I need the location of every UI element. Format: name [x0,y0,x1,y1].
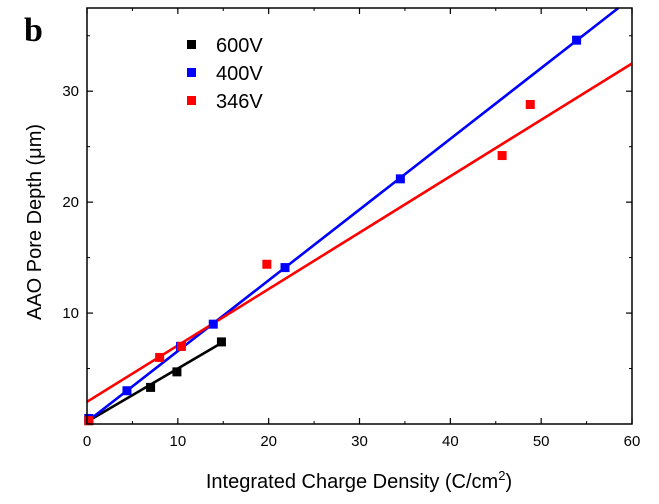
legend-label-346V: 346V [216,91,263,113]
data-point-346V-5 [525,100,535,110]
data-point-400V-4 [280,263,290,273]
x-axis-title-superscript: 2 [498,468,505,483]
data-point-346V-2 [176,341,186,351]
x-axis-title: Integrated Charge Density (C/cm2) [206,468,512,493]
y-axis-title: AAO Pore Depth (μm) [24,124,46,320]
data-point-600V-1 [146,382,156,392]
x-axis-title-main: Integrated Charge Density (C/cm [206,471,498,493]
data-point-400V-3 [208,319,218,329]
y-tick-label-10: 10 [62,305,79,322]
data-point-400V-1 [122,386,132,396]
data-point-600V-2 [172,367,182,377]
x-tick-label-60: 60 [624,433,641,450]
legend-marker-400V [187,68,196,77]
y-tick-label-20: 20 [62,194,79,211]
x-tick-label-0: 0 [83,433,91,450]
plot-frame [86,7,633,425]
fit-line-400V [86,6,620,423]
axis-ticks: 0 10 20 30 40 50 60 10 20 30 [62,8,640,450]
x-tick-label-20: 20 [260,433,277,450]
data-point-400V-6 [572,35,582,45]
data-point-400V-5 [395,174,405,184]
legend-label-600V: 600V [216,35,263,57]
x-tick-label-50: 50 [533,433,550,450]
fit-line-346V [86,62,633,403]
panel-label: b [24,12,43,49]
x-tick-label-10: 10 [169,433,186,450]
fit-line-600V [86,341,223,423]
fit-lines [86,6,633,423]
data-point-346V-1 [155,352,165,362]
data-point-346V-3 [262,259,272,269]
data-points [84,35,582,426]
x-axis-title-end: ) [505,471,512,493]
legend: 600V 400V 346V [187,35,263,113]
x-tick-label-30: 30 [351,433,368,450]
x-tick-label-40: 40 [442,433,459,450]
y-tick-label-30: 30 [62,83,79,100]
data-point-346V-4 [497,151,507,161]
data-point-346V-0 [84,416,94,426]
legend-label-400V: 400V [216,63,263,85]
data-point-600V-3 [216,337,226,347]
legend-marker-346V [187,96,196,105]
legend-marker-600V [187,40,196,49]
